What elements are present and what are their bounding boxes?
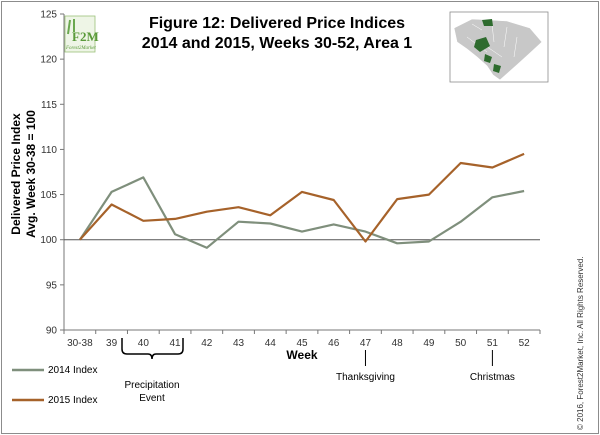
x-tick-label: 49: [423, 338, 435, 349]
map-highlight-south-2: [493, 64, 501, 73]
thanksgiving-label: Thanksgiving: [336, 372, 395, 383]
y-tick-label: 125: [40, 10, 57, 21]
map-highlight-north: [482, 19, 493, 26]
x-tick-label: 45: [296, 338, 308, 349]
state-map-inset: [449, 11, 549, 83]
logo: F2M Forest2Market: [64, 15, 99, 53]
y-axis-title-line2: Avg. Week 30-38 = 100: [24, 110, 38, 238]
x-axis-ticks: 30-38 39 40 41 42 43 44 45 46 47 48 49 50 51 52: [63, 330, 541, 349]
map-highlight-south-1: [484, 54, 492, 63]
map-highlight-central: [474, 37, 490, 52]
y-tick-label: 90: [46, 326, 58, 337]
x-tick-label: 48: [392, 338, 404, 349]
chart-title-line2: 2014 and 2015, Weeks 30-52, Area 1: [142, 35, 413, 52]
precipitation-brace: [121, 338, 184, 360]
annotation-thanksgiving: Thanksgiving: [336, 350, 395, 383]
x-tick-label: 46: [328, 338, 340, 349]
y-tick-label: 120: [40, 55, 57, 66]
y-tick-label: 110: [41, 145, 57, 156]
logo-text: F2M: [72, 29, 99, 44]
y-tick-label: 115: [41, 100, 57, 111]
x-tick-label: 44: [265, 338, 277, 349]
x-tick-label: 39: [106, 338, 118, 349]
legend-label-2015: 2015 Index: [48, 395, 98, 406]
annotation-precipitation: Precipitation Event: [121, 338, 184, 404]
series-line-2014: [78, 176, 525, 249]
precipitation-label-line1: Precipitation: [124, 380, 179, 391]
x-axis-title: Week: [286, 348, 317, 362]
x-tick-label: 43: [233, 338, 245, 349]
copyright-text: © 2016, Forest2Market, Inc. All Rights R…: [576, 256, 585, 430]
x-tick-label: 42: [201, 338, 213, 349]
state-map-shape: [453, 18, 543, 81]
x-tick-label: 51: [487, 338, 499, 349]
x-tick-label: 50: [455, 338, 467, 349]
legend-label-2014: 2014 Index: [48, 365, 98, 376]
x-tick-label: 52: [519, 338, 531, 349]
x-tick-label: 41: [170, 338, 182, 349]
y-axis-title-line1: Delivered Price Index: [9, 113, 23, 235]
x-tick-label: 40: [138, 338, 150, 349]
logo-subtext: Forest2Market: [65, 46, 96, 51]
y-tick-label: 95: [46, 280, 58, 291]
y-tick-label: 105: [40, 190, 57, 201]
plot-area: 90 95 100 105 110 115 120 125 30-38 39 40 41 42 43 44…: [40, 10, 541, 349]
legend: 2014 Index 2015 Index: [12, 365, 98, 406]
y-axis-ticks: 90 95 100 105 110 115 120 125: [40, 10, 64, 337]
x-tick-label: 47: [360, 338, 372, 349]
x-tick-label: 30-38: [67, 338, 93, 349]
annotation-christmas: Christmas: [470, 350, 515, 383]
chart-title-line1: Figure 12: Delivered Price Indices: [149, 15, 405, 32]
precipitation-label-line2: Event: [139, 393, 165, 404]
series-lines: [78, 152, 525, 249]
y-tick-label: 100: [40, 235, 57, 246]
series-line-2015: [79, 152, 525, 243]
christmas-label: Christmas: [470, 372, 515, 383]
